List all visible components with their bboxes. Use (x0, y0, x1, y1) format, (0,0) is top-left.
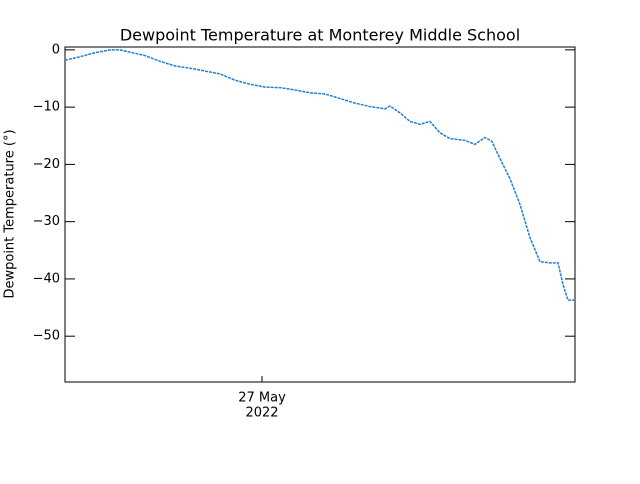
data-line (64, 49, 575, 301)
y-tick-label: 0 (52, 42, 60, 57)
y-tick-label: −40 (33, 271, 60, 286)
chart-title: Dewpoint Temperature at Monterey Middle … (120, 26, 520, 45)
y-tick-label: −30 (33, 214, 60, 229)
plot-frame (64, 46, 576, 383)
x-tick-label: 27 May (238, 391, 286, 406)
x-tick-sublabel: 2022 (245, 406, 278, 421)
y-tick-label: −50 (33, 329, 60, 344)
y-tick-label: −10 (33, 100, 60, 115)
y-tick-label: −20 (33, 157, 60, 172)
y-axis-label: Dewpoint Temperature (°) (3, 129, 18, 298)
